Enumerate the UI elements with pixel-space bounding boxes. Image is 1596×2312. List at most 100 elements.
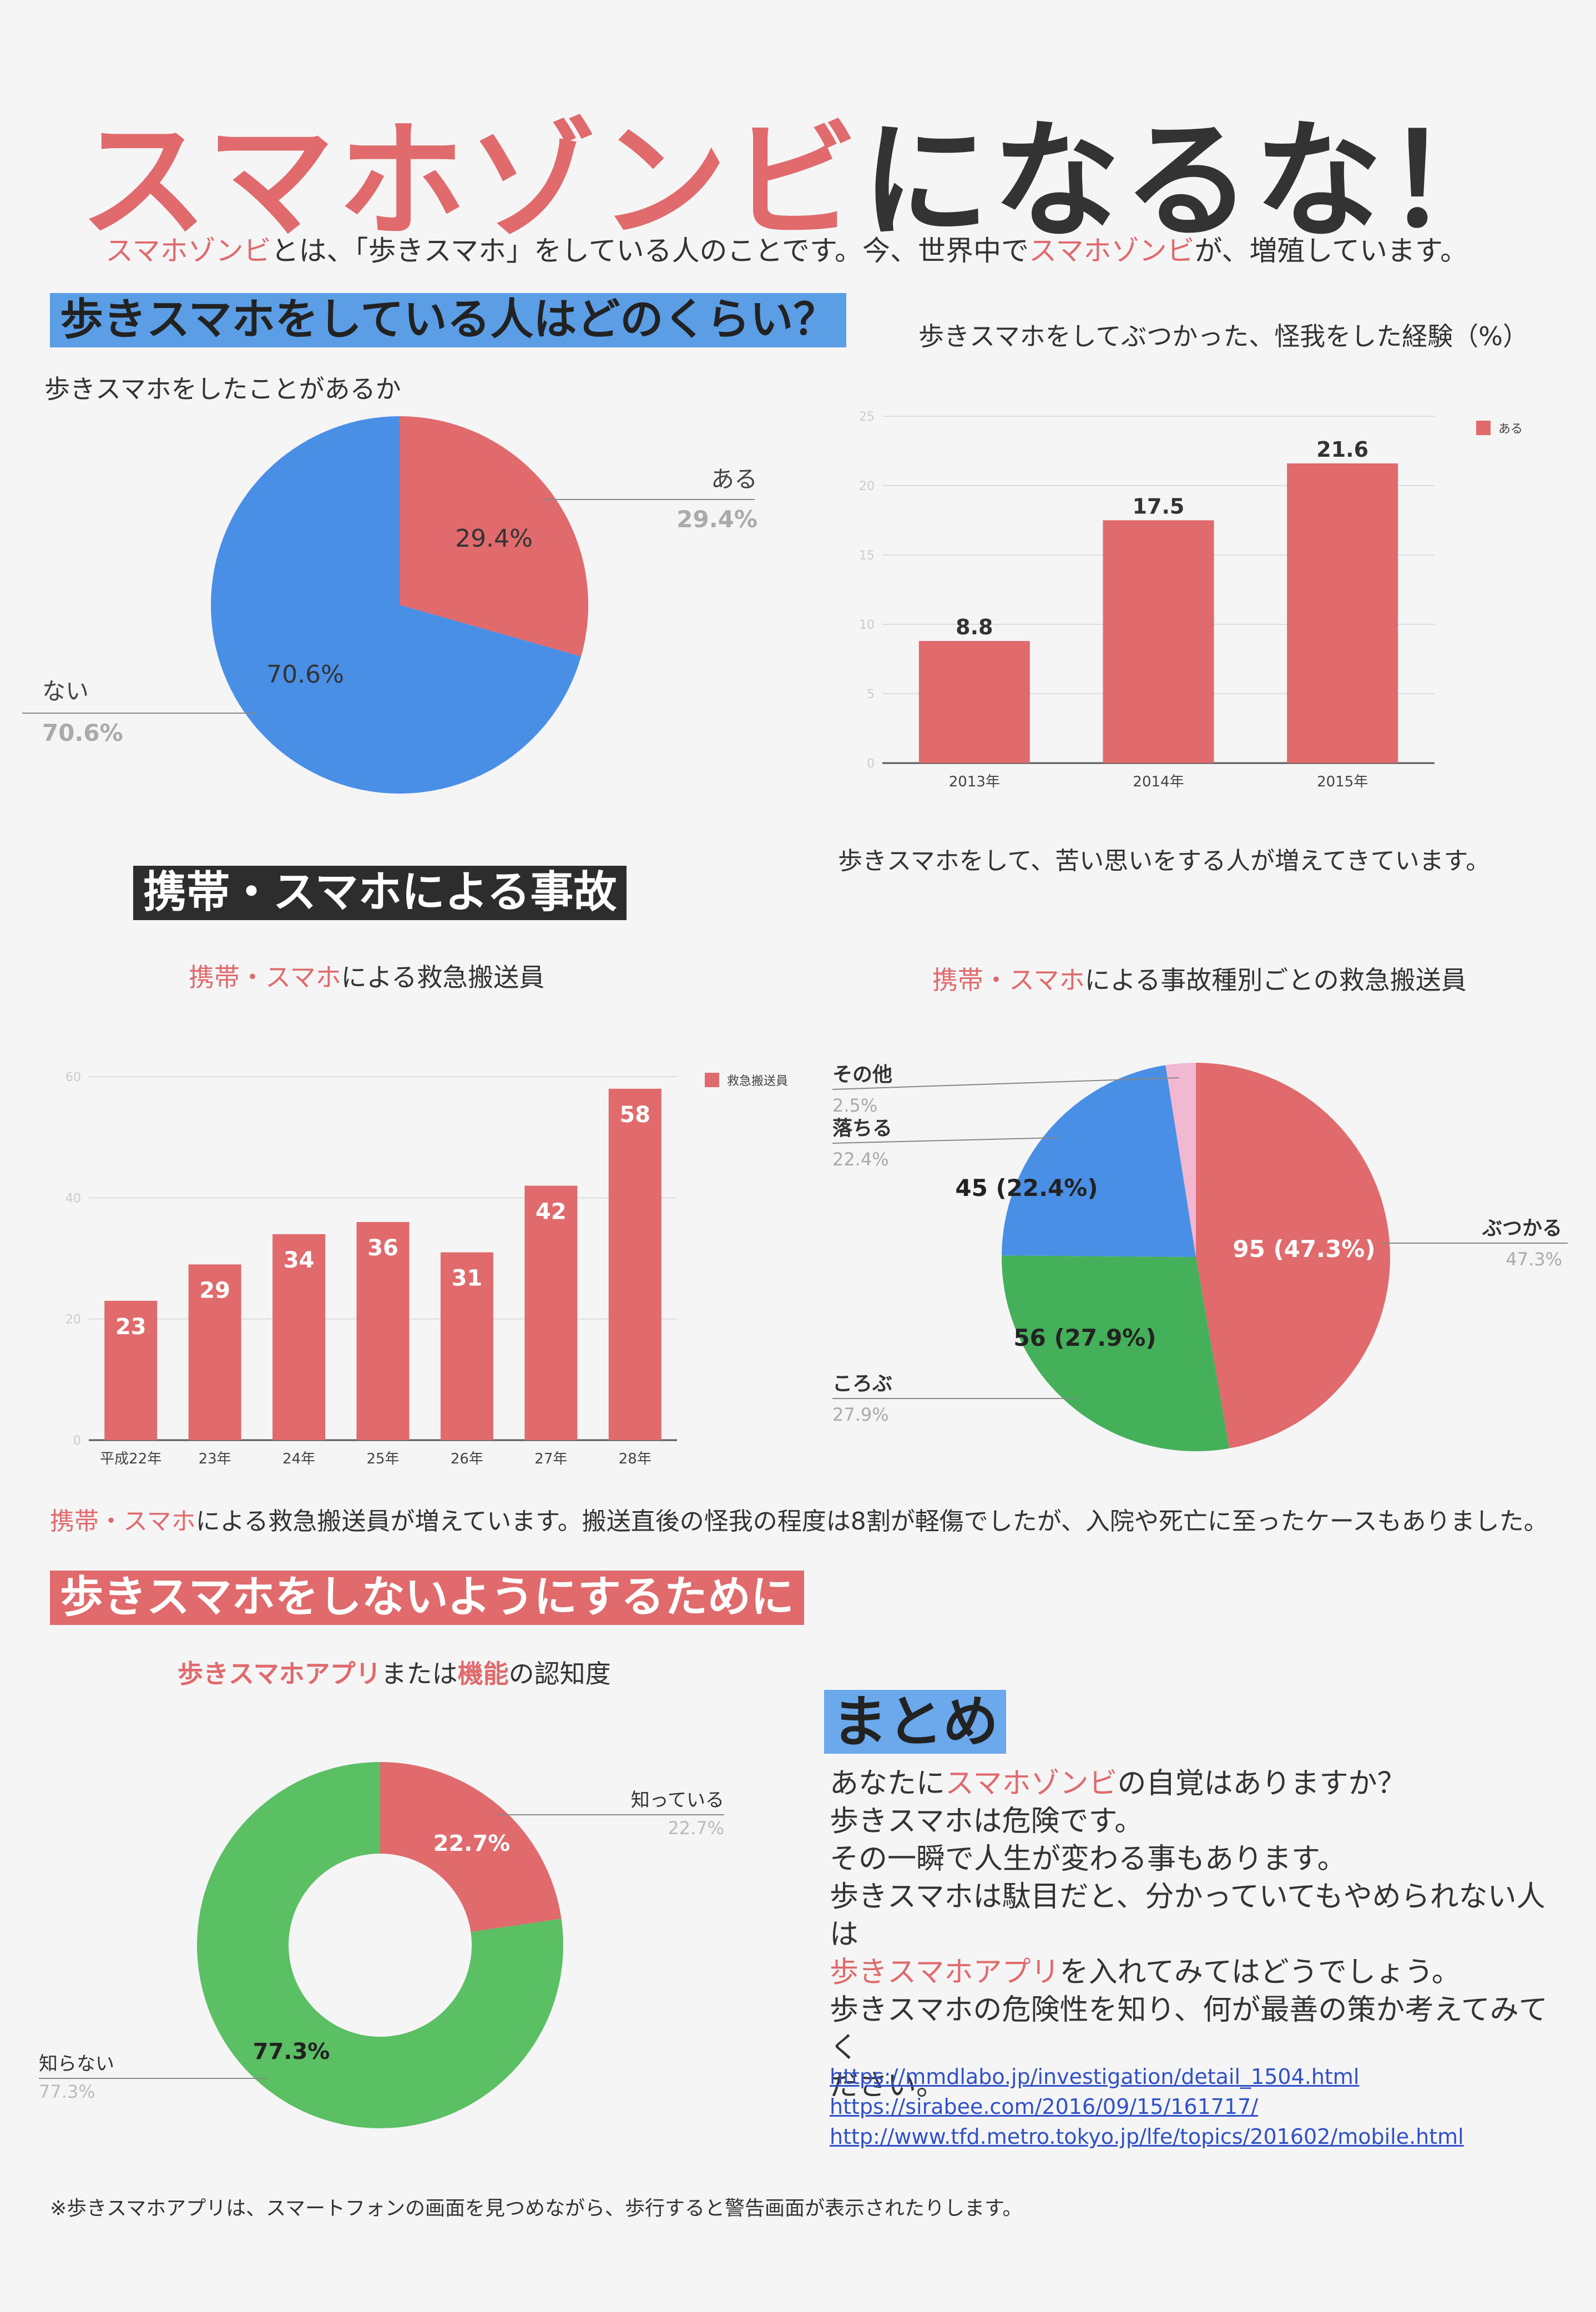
bar1-value-1: 17.5 [1133, 494, 1185, 519]
bar2-ytick-0: 0 [73, 1434, 81, 1448]
pie1-inner-label-1: 70.6% [266, 660, 344, 689]
title-dark: になるな！ [861, 108, 1517, 256]
bar2-chart: 0 20 40 60 23 平成22年 29 23年 34 24年 36 25年 31 26年 42 27年 5… [65, 1071, 788, 1467]
subtitle-text-1: とは、「歩きスマホ」をしている人のことです。今、世界中で [271, 235, 1029, 267]
summary-line-2: 歩きスマホは危険です。 [830, 1805, 1144, 1838]
pie2-title-rest: による事故種別ごとの救急搬送員 [1084, 965, 1467, 995]
section1-heading: 歩きスマホをしている人はどのくらい？ [50, 293, 847, 347]
summary-line-3: その一瞬で人生が変わる事もあります。 [830, 1842, 1346, 1876]
pie2-slice-0 [1196, 1063, 1390, 1448]
bar2-category-0: 平成22年 [100, 1451, 161, 1467]
section2-note: 携帯・スマホによる救急搬送員が増えています。搬送直後の怪我の程度は8割が軽傷でし… [50, 1501, 1548, 1537]
bar2-value-2: 34 [284, 1248, 315, 1273]
subtitle: スマホゾンビとは、「歩きスマホ」をしている人のことです。今、世界中でスマホゾンビ… [105, 229, 1526, 269]
summary-line-5: 歩きスマホアプリを入れてみてはどうでしょう。 [830, 1953, 1568, 1991]
section3-heading: 歩きスマホをしないようにするために [50, 1571, 804, 1625]
bar1-chart: 0 5 10 15 20 25 8.8 2013年 17.5 2014年 21.6 2015年 ある [859, 410, 1523, 790]
donut-title: 歩きスマホアプリまたは機能の認知度 [178, 1654, 611, 1690]
summary-line-1a: あなたに [830, 1767, 946, 1800]
pie1-slice-0 [400, 416, 588, 657]
pie2-slice-2 [1002, 1065, 1196, 1257]
bar2-title-rest: による救急搬送員 [341, 962, 545, 992]
pie2-outer-name-3: その他 [832, 1063, 892, 1086]
donut-title-text-1: または [381, 1659, 458, 1689]
pie2-inner-label-2: 45 (22.4%) [955, 1174, 1098, 1202]
bar2-bar-1 [188, 1264, 241, 1440]
bar2-ytick-2: 40 [65, 1192, 81, 1205]
bar2-bar-0 [104, 1300, 158, 1440]
donut-outer-value-1: 77.3% [39, 2081, 95, 2102]
pie1-slice-1 [211, 416, 582, 794]
pie1-outer-value-1: 70.6% [42, 719, 123, 746]
donut-slice-1 [197, 1762, 564, 2128]
pie2-outer-value-0: 47.3% [1506, 1249, 1562, 1270]
pie1-outer-name-0: ある [711, 466, 757, 493]
subtitle-red-2: スマホゾンビ [1029, 235, 1195, 267]
summary-line-6: 歩きスマホの危険性を知り、何が最善の策か考えてみてく [830, 1993, 1548, 2064]
summary-line-1: あなたにスマホゾンビの自覚はありますか？ [830, 1765, 1568, 1803]
pie1-title: 歩きスマホをしたことがあるか [44, 374, 401, 404]
summary-line-1b: の自覚はありますか？ [1117, 1767, 1406, 1800]
section2-note-red: 携帯・スマホ [50, 1507, 196, 1536]
pie2-outer-value-3: 2.5% [832, 1095, 877, 1116]
bar1-category-0: 2013年 [949, 774, 1000, 790]
page-title: スマホゾンビになるな！ [0, 78, 1596, 263]
donut-inner-label-0: 22.7% [433, 1831, 511, 1856]
bar2-ytick-3: 60 [65, 1071, 81, 1084]
pie2-outer-value-2: 22.4% [832, 1149, 889, 1170]
pie2-title-red: 携帯・スマホ [932, 965, 1085, 995]
donut-outer-name-1: 知らない [39, 2053, 114, 2075]
bar2-category-5: 27年 [534, 1451, 567, 1467]
bar2-value-4: 31 [452, 1266, 483, 1291]
source-links: https://mmdlabo.jp/investigation/detail_… [830, 2062, 1464, 2152]
donut-outer-name-0: 知っている [631, 1789, 724, 1811]
pie2-slice-1 [1002, 1255, 1230, 1451]
bar2-category-3: 25年 [366, 1451, 399, 1467]
summary-line-1-red: スマホゾンビ [945, 1767, 1118, 1800]
bar1-bar-0 [918, 641, 1030, 763]
bar2-legend-label: 救急搬送員 [727, 1074, 788, 1088]
bar2-bar-5 [524, 1185, 578, 1440]
bar2-title: 携帯・スマホによる救急搬送員 [189, 957, 544, 994]
bar2-bar-6 [608, 1088, 661, 1440]
bar1-bar-1 [1103, 520, 1214, 763]
pie2-chart: 95 (47.3%) 56 (27.9%) 45 (22.4%) ぶつかる 47.3% こ… [832, 1063, 1568, 1451]
pie2-title: 携帯・スマホによる事故種別ごとの救急搬送員 [932, 960, 1467, 997]
source-link-1[interactable]: https://mmdlabo.jp/investigation/detail_… [830, 2064, 1360, 2089]
bar1-value-0: 8.8 [956, 615, 993, 639]
bar2-category-2: 24年 [282, 1451, 315, 1467]
bar2-ytick-1: 20 [65, 1313, 81, 1327]
bar2-bar-4 [440, 1252, 493, 1440]
bar1-note: 歩きスマホをして、苦い思いをする人が増えてきています。 [838, 847, 1491, 875]
pie1-outer-name-1: ない [42, 678, 89, 705]
section2-heading: 携帯・スマホによる事故 [133, 866, 627, 920]
pie1-inner-label-0: 29.4% [455, 524, 533, 553]
bar1-ytick-4: 20 [859, 479, 875, 493]
bar1-value-2: 21.6 [1316, 437, 1368, 462]
bar2-value-3: 36 [367, 1235, 398, 1261]
bar1-legend-label: ある [1498, 422, 1523, 436]
bar1-ytick-3: 15 [859, 549, 875, 563]
bar2-bar-3 [356, 1222, 410, 1440]
pie2-outer-name-1: ころぶ [832, 1372, 892, 1395]
bar2-value-5: 42 [536, 1199, 567, 1225]
pie2-inner-label-1: 56 (27.9%) [1013, 1324, 1156, 1351]
footnote: ※歩きスマホアプリは、スマートフォンの画面を見つめながら、歩行すると警告画面が表… [50, 2197, 1023, 2220]
bar2-value-0: 23 [115, 1314, 147, 1340]
pie2-outer-name-2: 落ちる [832, 1117, 892, 1140]
summary-line-5b: を入れてみてはどうでしょう。 [1059, 1956, 1461, 1989]
bar2-title-red: 携帯・スマホ [189, 962, 341, 992]
pie2-slice-3 [1165, 1063, 1196, 1257]
donut-title-red-1: 歩きスマホアプリ [178, 1659, 381, 1689]
bar1-category-2: 2015年 [1317, 774, 1368, 790]
summary-line-5-red: 歩きスマホアプリ [830, 1956, 1060, 1989]
source-link-2[interactable]: https://sirabee.com/2016/09/15/161717/ [830, 2094, 1259, 2119]
title-red: スマホゾンビ [79, 108, 862, 256]
bar1-ytick-5: 25 [859, 410, 875, 424]
bar2-value-6: 58 [619, 1102, 650, 1128]
bar1-category-1: 2014年 [1133, 774, 1184, 790]
bar1-ytick-2: 10 [859, 618, 875, 632]
source-link-3[interactable]: http://www.tfd.metro.tokyo.jp/lfe/topics… [830, 2124, 1464, 2149]
bar1-ytick-1: 5 [867, 688, 875, 701]
bar1-title: 歩きスマホをしてぶつかった、怪我をした経験（%） [918, 321, 1528, 351]
